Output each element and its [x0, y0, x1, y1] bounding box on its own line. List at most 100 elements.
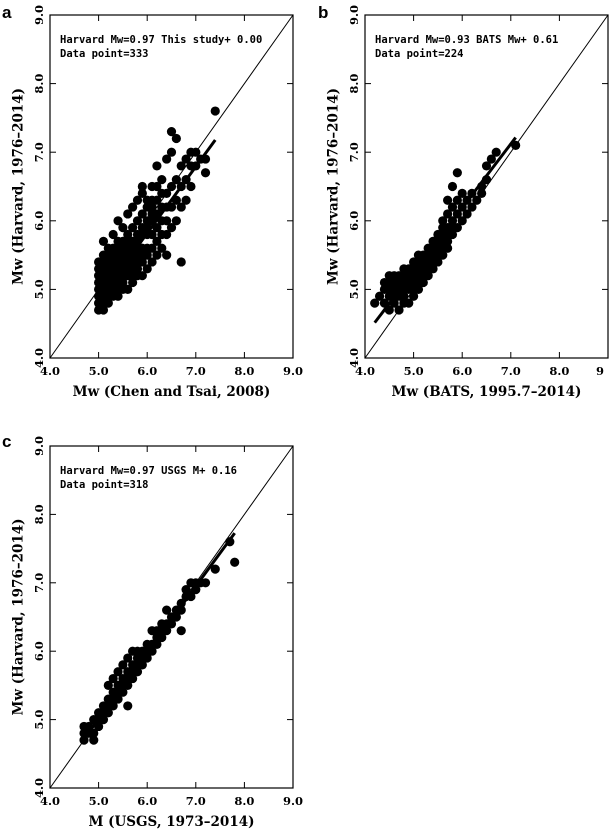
data-point — [152, 161, 162, 171]
data-point — [409, 291, 419, 301]
panel-c-frame — [49, 445, 294, 789]
data-point — [113, 291, 123, 301]
panel-b-y-ticks: 4.0 5.0 6.0 7.0 8.0 9.0 — [347, 5, 608, 368]
panel-b-data-count: Data point=224 — [375, 48, 464, 60]
data-point — [443, 243, 453, 253]
y-tick-label: 5.0 — [32, 710, 46, 730]
x-tick-label: 6.0 — [137, 794, 157, 808]
y-tick-label: 9.0 — [32, 436, 46, 456]
data-point — [428, 264, 438, 274]
panel-a-frame — [49, 14, 294, 359]
data-point — [162, 250, 172, 260]
data-point — [137, 257, 147, 267]
data-point — [171, 133, 181, 144]
data-point — [123, 701, 133, 711]
data-point — [438, 216, 448, 226]
panel-b-one-to-one-line — [364, 14, 609, 359]
panel-b-equation: Harvard Mw=0.93 BATS Mw+ 0.61 — [375, 34, 558, 46]
data-point — [162, 605, 172, 615]
data-point — [103, 680, 113, 691]
data-point — [166, 147, 177, 157]
data-point — [142, 264, 152, 274]
data-point — [210, 106, 220, 116]
x-tick-label: 4.0 — [355, 364, 375, 378]
x-tick-label: 4.0 — [40, 364, 60, 378]
data-point — [423, 271, 433, 281]
data-point — [152, 236, 162, 246]
data-point — [181, 195, 191, 205]
data-point — [152, 195, 162, 205]
data-point — [128, 202, 138, 212]
x-tick-label: 7.0 — [186, 364, 206, 378]
data-point — [230, 557, 240, 567]
data-point — [447, 202, 458, 212]
data-point — [152, 250, 162, 260]
data-point — [103, 298, 113, 308]
data-point — [132, 264, 143, 274]
panel-c-fit-line — [82, 532, 236, 740]
data-point — [176, 626, 186, 636]
data-point — [370, 298, 380, 308]
data-point — [118, 223, 128, 233]
x-tick-label: 9.0 — [283, 364, 303, 378]
data-point — [452, 168, 462, 178]
panel-b-x-axis-label: Mw (BATS, 1995.7–2014) — [392, 384, 582, 400]
x-tick-label: 9 — [596, 364, 604, 378]
panel-b-x-ticks: 4.0 5.0 6.0 7.0 8.0 9 — [355, 15, 609, 378]
panel-b-y-axis-label: Mw (Harvard, 1976–2014) — [326, 88, 342, 285]
panel-b-frame — [364, 14, 609, 359]
y-tick-label: 4.0 — [32, 778, 46, 798]
panel-a: a 4.0 5.0 6.0 7.0 8.0 9.0 4.05.06.07.08.09.0 … — [2, 3, 303, 400]
panel-letter-b: b — [318, 3, 328, 22]
data-point — [123, 209, 133, 219]
y-tick-label: 7.0 — [347, 142, 361, 162]
data-point — [123, 653, 133, 663]
data-point — [137, 188, 147, 198]
data-point — [181, 585, 191, 595]
y-tick-label: 4.0 — [32, 348, 46, 368]
data-point — [374, 291, 385, 301]
data-point — [176, 202, 186, 212]
data-point — [200, 168, 211, 178]
data-point — [443, 209, 453, 219]
panel-a-points — [94, 106, 220, 315]
y-tick-label: 6.0 — [32, 641, 46, 661]
data-point — [128, 223, 138, 233]
data-point — [108, 673, 118, 684]
panel-c-data-count: Data point=318 — [60, 479, 149, 491]
data-point — [98, 305, 109, 315]
data-point — [176, 257, 186, 267]
panel-c: c 4.0 5.0 6.0 7.0 8.0 9.0 4.05.06.07.08.09.0 … — [2, 432, 303, 830]
data-point — [118, 660, 128, 670]
data-point — [162, 154, 172, 164]
data-point — [147, 202, 157, 212]
x-tick-label: 8.0 — [234, 794, 254, 808]
data-point — [210, 564, 220, 574]
panel-b-fit-line — [373, 136, 517, 324]
data-point — [166, 127, 177, 137]
data-point — [157, 175, 167, 185]
panel-c-x-axis-label: M (USGS, 1973–2014) — [88, 814, 254, 830]
x-tick-label: 5.0 — [89, 364, 109, 378]
data-point — [123, 284, 133, 294]
x-tick-label: 5.0 — [89, 794, 109, 808]
data-point — [486, 154, 496, 164]
data-point — [457, 188, 467, 198]
data-point — [128, 277, 138, 288]
data-point — [166, 223, 177, 233]
panel-a-x-ticks: 4.0 5.0 6.0 7.0 8.0 9.0 — [40, 15, 303, 378]
data-point — [137, 209, 147, 219]
panel-letter-a: a — [2, 3, 12, 22]
data-point — [147, 257, 157, 267]
panel-c-equation: Harvard Mw=0.97 USGS M+ 0.16 — [60, 465, 237, 477]
data-point — [113, 667, 123, 677]
panel-c-x-ticks: 4.0 5.0 6.0 7.0 8.0 9.0 — [40, 446, 303, 808]
x-tick-label: 7.0 — [186, 794, 206, 808]
panel-letter-c: c — [2, 432, 11, 451]
data-point — [433, 257, 443, 267]
panel-b: b 4.0 5.0 6.0 7.0 8.0 9 4.0 5.0 6.0 7.0 8.0 9.0 Ha… — [318, 3, 609, 400]
data-point — [413, 284, 424, 294]
data-point — [162, 229, 172, 240]
data-point — [399, 291, 409, 301]
